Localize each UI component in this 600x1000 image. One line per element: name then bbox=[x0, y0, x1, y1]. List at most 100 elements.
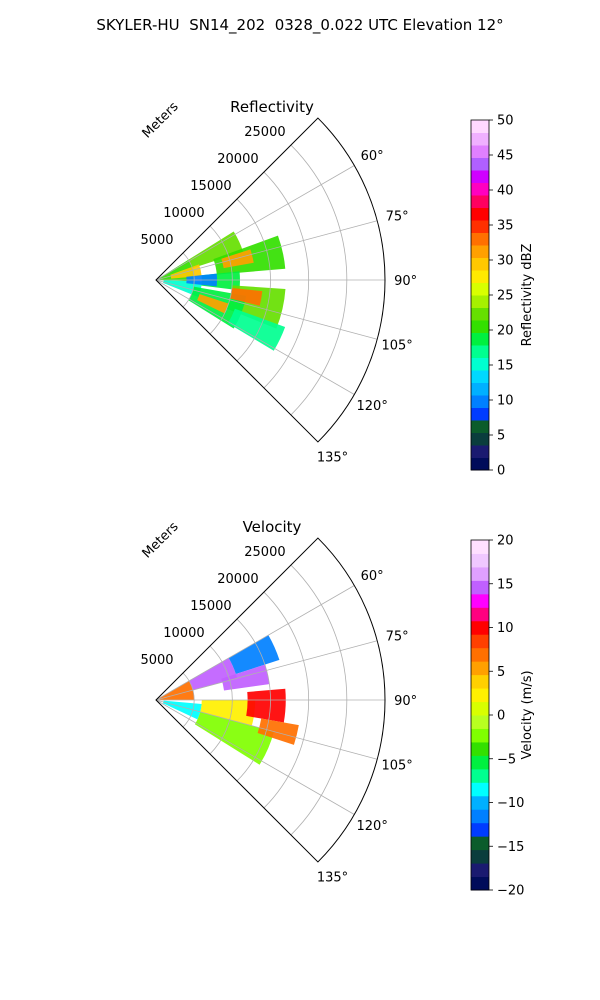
colorbar-tick-label: 15 bbox=[497, 577, 514, 592]
angle-tick-label: 105° bbox=[381, 339, 412, 354]
colorbar-tick-label: 40 bbox=[497, 184, 514, 199]
colorbar-segment bbox=[471, 332, 489, 346]
colorbar-segment bbox=[471, 593, 489, 608]
panel-title: Velocity bbox=[243, 518, 302, 536]
colorbar-segment bbox=[471, 395, 489, 408]
velocity-labels: Velocity 5000 10000 15000 20000 25000 Meters 60… bbox=[140, 518, 418, 886]
colorbar-segment bbox=[471, 432, 489, 446]
colorbar-segment bbox=[471, 382, 489, 396]
radial-tick-label: 20000 bbox=[217, 572, 258, 587]
field-cell bbox=[230, 287, 263, 306]
reflectivity-panel: Reflectivity 5000 10000 15000 20000 25000 Mete… bbox=[140, 98, 535, 479]
colorbar-segment bbox=[471, 715, 489, 729]
reflectivity-grid bbox=[155, 117, 386, 443]
colorbar-segment bbox=[471, 282, 489, 296]
sector-outline bbox=[155, 117, 386, 443]
colorbar-segment bbox=[471, 836, 489, 851]
colorbar-segment bbox=[471, 580, 489, 595]
colorbar-tick-label: 20 bbox=[497, 534, 514, 549]
colorbar-segment bbox=[471, 207, 489, 221]
colorbar-segment bbox=[471, 132, 489, 146]
colorbar-tick-label: 30 bbox=[497, 254, 514, 269]
colorbar-segment bbox=[471, 407, 489, 421]
radial-tick-label: 10000 bbox=[163, 206, 204, 221]
colorbar-tick-label: −15 bbox=[497, 840, 524, 855]
colorbar-segment bbox=[471, 245, 489, 258]
angle-tick-label: 90° bbox=[394, 694, 417, 709]
colorbar-segment bbox=[471, 876, 489, 891]
colorbar-segment bbox=[471, 220, 489, 233]
colorbar-segment bbox=[471, 688, 489, 703]
colorbar-segment bbox=[471, 257, 489, 271]
colorbar-segment bbox=[471, 307, 489, 321]
colorbar-segment bbox=[471, 728, 489, 743]
colorbar-segment bbox=[471, 674, 489, 689]
grid-spoke bbox=[155, 165, 355, 281]
radial-axis-label: Meters bbox=[140, 519, 182, 561]
colorbar-segment bbox=[471, 795, 489, 810]
colorbar-segment bbox=[471, 566, 489, 581]
colorbar-tick-label: 25 bbox=[497, 289, 514, 304]
colorbar-segment bbox=[471, 768, 489, 783]
field-cell bbox=[200, 700, 256, 726]
field-cell bbox=[221, 249, 254, 269]
figure-title: SKYLER-HU SN14_202 0328_0.022 UTC Elevat… bbox=[96, 16, 504, 34]
grid-spoke bbox=[155, 699, 355, 815]
panel-title: Reflectivity bbox=[230, 98, 314, 116]
colorbar-tick-label: 5 bbox=[497, 429, 505, 444]
field-cell bbox=[227, 308, 286, 351]
velocity-field bbox=[159, 635, 299, 765]
angle-tick-label: 105° bbox=[381, 759, 412, 774]
radial-tick-label: 15000 bbox=[190, 599, 231, 614]
colorbar-segment bbox=[471, 232, 489, 246]
colorbar-segment bbox=[471, 457, 489, 471]
colorbar-tick-label: 10 bbox=[497, 394, 514, 409]
sector-outline bbox=[155, 537, 386, 863]
colorbar-segment bbox=[471, 661, 489, 676]
colorbar-segment bbox=[471, 295, 489, 308]
radial-tick-label: 25000 bbox=[244, 125, 285, 140]
field-cell bbox=[188, 231, 244, 269]
colorbar-segment bbox=[471, 863, 489, 878]
colorbar-segment bbox=[471, 553, 489, 568]
grid-spoke bbox=[155, 640, 378, 701]
field-cell bbox=[159, 680, 195, 700]
colorbar-segment bbox=[471, 157, 489, 171]
velocity-colorbar: −20 −15 −10 −5 0 5 10 15 20 Velocity (m/s) bbox=[470, 534, 535, 899]
colorbar-segment bbox=[471, 120, 489, 133]
colorbar-segment bbox=[471, 741, 489, 756]
angle-tick-label: 60° bbox=[361, 569, 384, 584]
radial-axis-label: Meters bbox=[140, 99, 182, 141]
velocity-panel: Velocity 5000 10000 15000 20000 25000 Meters 60… bbox=[140, 518, 535, 899]
colorbar-segment bbox=[471, 145, 489, 158]
colorbar-segment bbox=[471, 182, 489, 196]
grid-spoke bbox=[155, 279, 355, 395]
colorbar-segment bbox=[471, 345, 489, 358]
colorbar-tick-label: −5 bbox=[497, 752, 516, 767]
reflectivity-colorbar: 0 5 10 15 20 25 30 35 40 45 50 Reflectivity dBZ bbox=[470, 114, 535, 479]
colorbar-tick-label: 0 bbox=[497, 464, 505, 479]
grid-spoke bbox=[155, 279, 378, 340]
colorbar-segment bbox=[471, 755, 489, 770]
angle-tick-label: 75° bbox=[386, 629, 409, 644]
colorbar-segment bbox=[471, 607, 489, 622]
colorbar-segment bbox=[471, 701, 489, 716]
colorbar-segment bbox=[471, 634, 489, 649]
field-cell bbox=[246, 688, 286, 723]
field-cell bbox=[162, 700, 202, 720]
angle-tick-label: 120° bbox=[357, 819, 388, 834]
angle-tick-label: 120° bbox=[357, 399, 388, 414]
colorbar-tick-label: 20 bbox=[497, 324, 514, 339]
colorbar-tick-label: 0 bbox=[497, 709, 505, 724]
angle-tick-label: 75° bbox=[386, 209, 409, 224]
radial-tick-label: 20000 bbox=[217, 152, 258, 167]
colorbar-tick-label: 45 bbox=[497, 149, 514, 164]
colorbar-label: Reflectivity dBZ bbox=[520, 244, 535, 347]
field-cell bbox=[197, 294, 229, 314]
colorbar-segment bbox=[471, 270, 489, 283]
colorbar-tick-label: 5 bbox=[497, 665, 505, 680]
colorbar-segment bbox=[471, 320, 489, 333]
radial-tick-label: 10000 bbox=[163, 626, 204, 641]
angle-tick-label: 90° bbox=[394, 274, 417, 289]
radial-tick-label: 25000 bbox=[244, 545, 285, 560]
